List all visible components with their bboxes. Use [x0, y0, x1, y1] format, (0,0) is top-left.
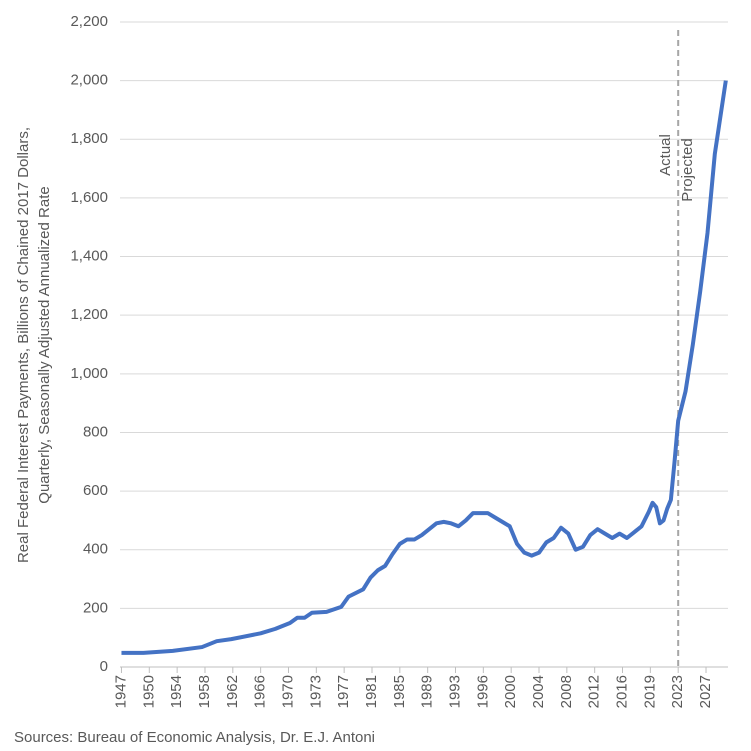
x-tick-label: 1954: [168, 675, 185, 708]
source-note: Sources: Bureau of Economic Analysis, Dr…: [14, 729, 375, 746]
x-tick-label: 1989: [419, 675, 436, 708]
x-tick-label: 1950: [140, 675, 157, 708]
data-line: [121, 80, 728, 655]
x-tick-label: 1958: [196, 675, 213, 708]
y-tick-label: 2,000: [70, 72, 108, 89]
x-tick-label: 2027: [697, 675, 714, 708]
y-tick-label: 1,800: [70, 130, 108, 147]
x-tick-label: 2019: [641, 675, 658, 708]
x-tick-label: 1981: [363, 675, 380, 708]
y-tick-label: 1,400: [70, 248, 108, 265]
y-tick-label: 0: [100, 658, 108, 675]
x-tick-label: 1996: [474, 675, 491, 708]
y-tick-label: 1,200: [70, 306, 108, 323]
y-axis-label: Real Federal Interest Payments, Billions…: [15, 127, 32, 563]
y-tick-label: 2,200: [70, 13, 108, 30]
y-tick-label: 1,000: [70, 365, 108, 382]
x-tick-label: 1977: [335, 675, 352, 708]
y-tick-label: 600: [83, 482, 108, 499]
x-tick-label: 2023: [669, 675, 686, 708]
annotation: Actual: [657, 134, 674, 176]
x-tick-label: 2008: [558, 675, 575, 708]
y-tick-label: 800: [83, 423, 108, 440]
annotation: Projected: [679, 138, 696, 201]
x-tick-label: 2016: [613, 675, 630, 708]
x-tick-label: 1947: [112, 675, 129, 708]
x-tick-label: 2004: [530, 675, 547, 708]
y-tick-label: 400: [83, 541, 108, 558]
x-tick-label: 1993: [446, 675, 463, 708]
x-tick-label: 1973: [307, 675, 324, 708]
x-tick-label: 1970: [279, 675, 296, 708]
x-tick-label: 1966: [252, 675, 269, 708]
x-tick-label: 2000: [502, 675, 519, 708]
y-tick-label: 1,600: [70, 189, 108, 206]
y-tick-label: 200: [83, 599, 108, 616]
y-axis-label: Quarterly, Seasonally Adjusted Annualize…: [36, 186, 53, 503]
x-tick-label: 2012: [586, 675, 603, 708]
x-tick-label: 1962: [224, 675, 241, 708]
x-tick-label: 1985: [391, 675, 408, 708]
